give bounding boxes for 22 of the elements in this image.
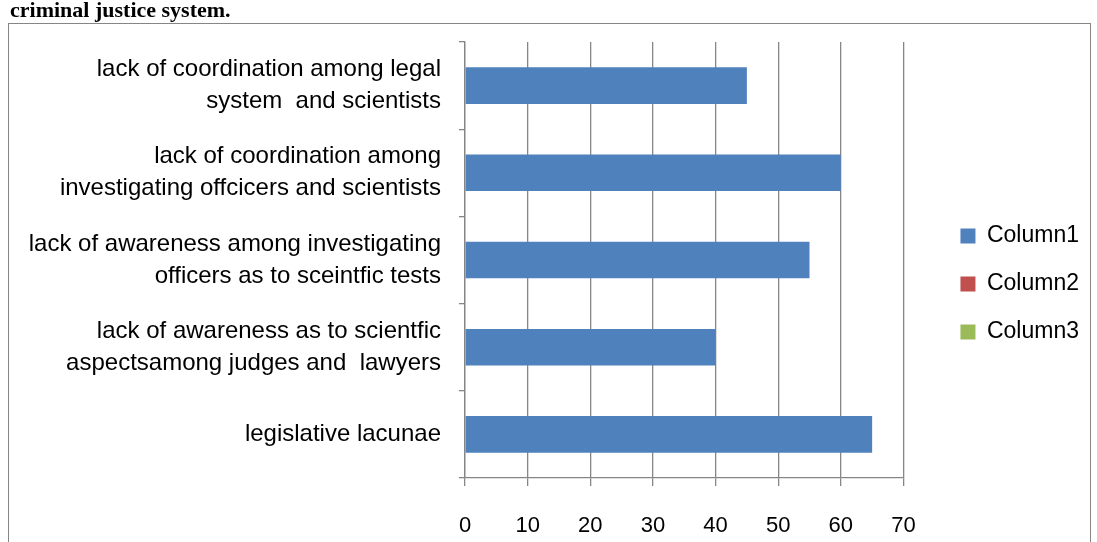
x-tick-label: 20: [578, 512, 603, 538]
bar: [465, 154, 841, 192]
x-tick-label: 60: [828, 512, 854, 538]
x-tick-label: 40: [703, 512, 728, 538]
y-tick-label: lack of coordination among investigating offcicers and scientists: [59, 141, 441, 201]
legend-label: Column3: [986, 317, 1079, 344]
bar: [465, 416, 873, 453]
y-tick-label: lack of awareness among investigating officers as to sceintfic tests: [28, 228, 441, 288]
y-tick-label: lack of coordination among legal system and scientists: [96, 54, 441, 114]
text: criminal justice system.: [10, 0, 231, 22]
y-tick-label: legislative lacunae: [244, 419, 441, 447]
x-tick-label: 30: [640, 512, 666, 538]
bar: [465, 241, 810, 279]
bar: [465, 328, 716, 366]
x-tick-label: 10: [515, 512, 540, 538]
x-tick-label: 0: [458, 512, 472, 538]
y-tick-label: lack of awareness as to scientfic aspectsamong judges and lawyers: [66, 315, 441, 375]
x-tick-label: 50: [765, 512, 791, 538]
x-tick-label: 70: [891, 512, 916, 538]
bar: [465, 67, 747, 104]
legend-label: Column1: [986, 221, 1079, 248]
legend-label: Column2: [986, 269, 1079, 296]
